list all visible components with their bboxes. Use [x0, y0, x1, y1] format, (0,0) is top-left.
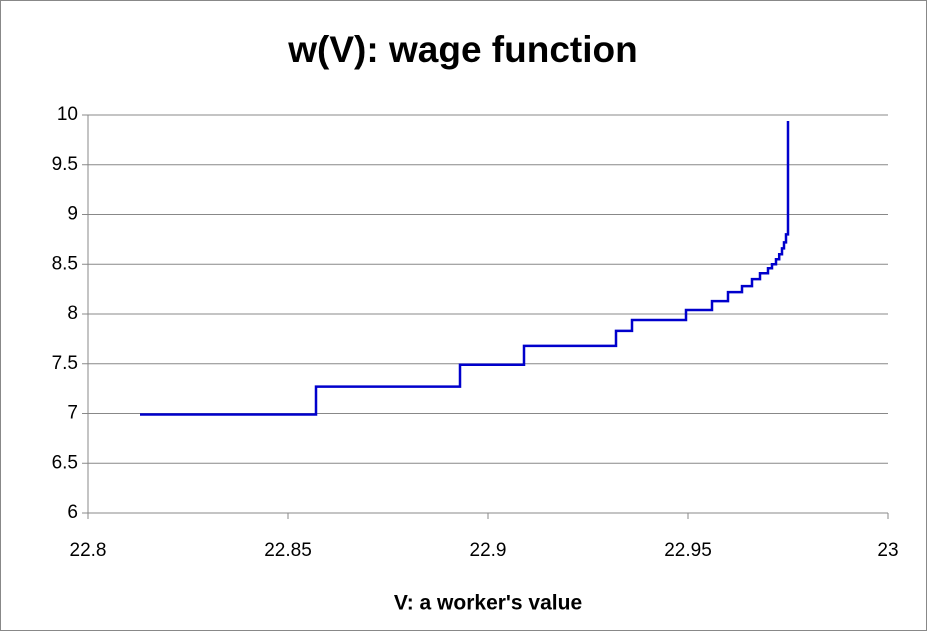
y-tick-label: 10	[57, 104, 78, 125]
y-tick-label: 7	[67, 403, 78, 424]
chart-title: w(V): wage function	[287, 29, 637, 70]
x-tick-label: 23	[877, 540, 898, 561]
y-tick-label: 9.5	[52, 154, 78, 175]
y-tick-label: 8	[67, 303, 78, 324]
y-tick-label: 7.5	[52, 353, 78, 374]
y-tick-label: 9	[67, 204, 78, 225]
x-axis-title: V: a worker's value	[394, 592, 582, 615]
y-tick-label: 6	[67, 502, 78, 523]
x-tick-label: 22.85	[264, 540, 312, 561]
x-tick-label: 22.8	[70, 540, 107, 561]
data-line	[140, 120, 790, 416]
x-tick-label: 22.9	[470, 540, 507, 561]
y-tick-label: 8.5	[52, 253, 78, 274]
y-tick-label: 6.5	[52, 452, 78, 473]
x-tick-label: 22.95	[664, 540, 712, 561]
